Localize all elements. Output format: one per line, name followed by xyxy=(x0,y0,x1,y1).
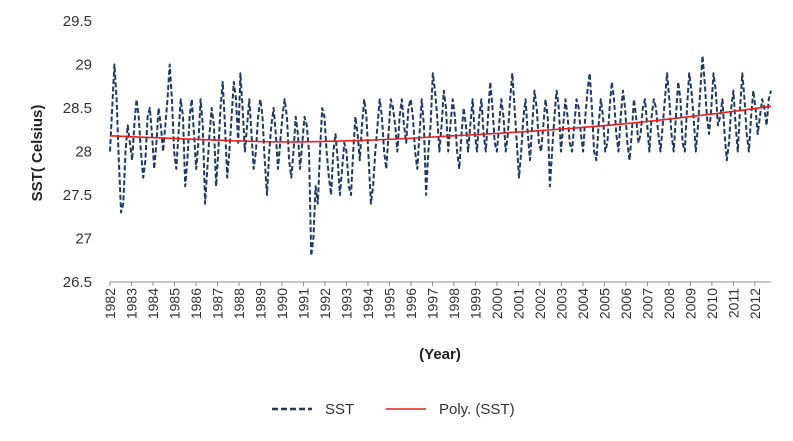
x-tick-label: 2005 xyxy=(596,288,612,319)
y-tick-label: 27.5 xyxy=(63,187,92,204)
x-tick-label: 1988 xyxy=(231,288,247,319)
x-tick-label: 2006 xyxy=(618,288,634,319)
x-tick-label: 1995 xyxy=(381,288,397,319)
x-tick-label: 1998 xyxy=(446,288,462,319)
x-tick-label: 2010 xyxy=(704,288,720,319)
x-tick-label: 2009 xyxy=(682,288,698,319)
y-axis-title: SST( Celsius) xyxy=(29,105,46,202)
y-tick-label: 26.5 xyxy=(63,274,92,291)
x-tick-label: 1989 xyxy=(252,288,268,319)
x-tick-label: 1987 xyxy=(209,288,225,319)
x-tick-label: 1982 xyxy=(102,288,118,319)
x-tick-label: 1992 xyxy=(317,288,333,319)
x-tick-label: 2001 xyxy=(510,288,526,319)
x-tick-label: 2000 xyxy=(489,288,505,319)
x-tick-label: 2004 xyxy=(575,288,591,319)
x-tick-label: 1984 xyxy=(145,288,161,319)
x-tick-label: 2008 xyxy=(661,288,677,319)
x-tick-label: 1990 xyxy=(274,288,290,319)
x-tick-label: 1986 xyxy=(188,288,204,319)
x-tick-label: 2011 xyxy=(725,288,741,318)
y-tick-label: 28 xyxy=(75,144,92,161)
poly-trend-line xyxy=(109,105,772,143)
x-tick-label: 1985 xyxy=(166,288,182,319)
y-tick-label: 27 xyxy=(75,231,92,248)
legend: SST Poly. (SST) xyxy=(272,401,515,418)
x-tick-label: 2002 xyxy=(532,288,548,319)
sst-series-line xyxy=(109,54,772,257)
y-tick-label: 28.5 xyxy=(63,100,92,117)
y-tick-label: 29 xyxy=(75,57,92,74)
x-tick-label: 1983 xyxy=(123,288,139,319)
x-axis-title: (Year) xyxy=(419,346,461,363)
x-axis: 1982 1983 1984 1985 1986 1987 1988 1989 1990 1991… xyxy=(102,281,771,319)
y-axis: 26.5 27 27.5 28 28.5 29 29.5 xyxy=(63,13,92,291)
x-tick-label: 1997 xyxy=(424,288,440,319)
x-tick-label: 1991 xyxy=(295,288,311,319)
legend-sst-label: SST xyxy=(325,401,354,418)
x-tick-label: 2012 xyxy=(747,288,763,319)
legend-poly-label: Poly. (SST) xyxy=(439,401,515,418)
x-tick-label: 2007 xyxy=(639,288,655,319)
x-tick-label: 1996 xyxy=(403,288,419,319)
y-tick-label: 29.5 xyxy=(63,13,92,30)
x-tick-label: 1993 xyxy=(338,288,354,319)
plot-area xyxy=(109,54,772,257)
x-tick-label: 1999 xyxy=(467,288,483,319)
x-tick-label: 1994 xyxy=(360,288,376,319)
x-tick-label: 2003 xyxy=(553,288,569,319)
